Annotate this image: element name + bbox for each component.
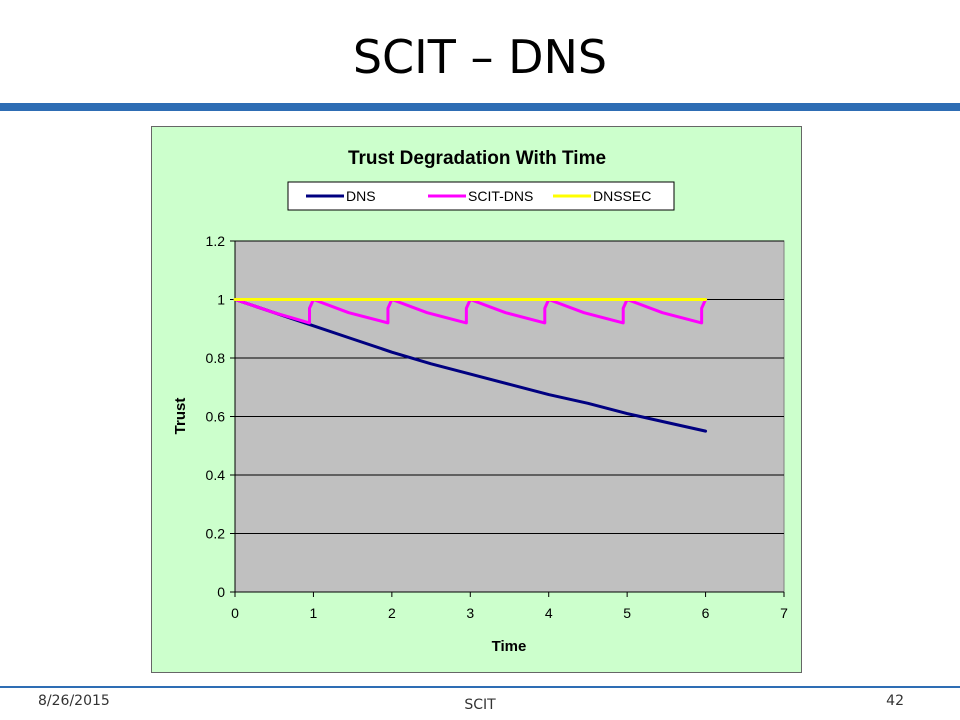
y-tick-label: 0 [217, 584, 225, 600]
legend-label-dns: DNS [346, 188, 376, 204]
series-line-dns [233, 298, 708, 433]
legend-box [287, 181, 675, 211]
legend-label-dnssec: DNSSEC [593, 188, 651, 204]
x-tick-label: 0 [231, 605, 239, 621]
y-tick-label: 0.4 [206, 467, 226, 483]
x-tick-label: 2 [388, 605, 396, 621]
y-tick-label: 0.2 [206, 526, 226, 542]
axes: 0 0.2 0.4 0.6 0.8 1 1.2 0 1 2 3 4 5 6 7 [206, 233, 789, 621]
x-tick-label: 6 [702, 605, 710, 621]
y-tick-label: 1.2 [206, 233, 226, 249]
chart-title: Trust Degradation With Time [348, 148, 606, 169]
footer-divider [0, 686, 960, 688]
title-divider [0, 103, 960, 111]
footer-date: 8/26/2015 [38, 693, 110, 709]
y-tick-label: 1 [217, 292, 225, 308]
page-number: 42 [886, 693, 904, 709]
footer-label: SCIT [464, 697, 496, 713]
x-tick-label: 7 [780, 605, 788, 621]
y-tick-label: 0.8 [206, 350, 226, 366]
x-axis-label: Time [492, 638, 527, 655]
slide-title: SCIT – DNS [352, 30, 608, 84]
chart-svg: Trust Degradation With Time DNS SCIT-DNS D… [172, 148, 789, 655]
x-tick-label: 4 [545, 605, 553, 621]
series-layer [233, 298, 708, 433]
chart-legend: DNS SCIT-DNS DNSSEC [287, 181, 675, 211]
chart-area: Trust Degradation With Time DNS SCIT-DNS D… [151, 126, 802, 673]
y-axis-label: Trust [172, 398, 189, 435]
legend-label-scit-dns: SCIT-DNS [468, 188, 533, 204]
x-tick-label: 3 [466, 605, 474, 621]
x-tick-label: 5 [623, 605, 631, 621]
x-tick-label: 1 [310, 605, 318, 621]
y-tick-label: 0.6 [206, 409, 226, 425]
